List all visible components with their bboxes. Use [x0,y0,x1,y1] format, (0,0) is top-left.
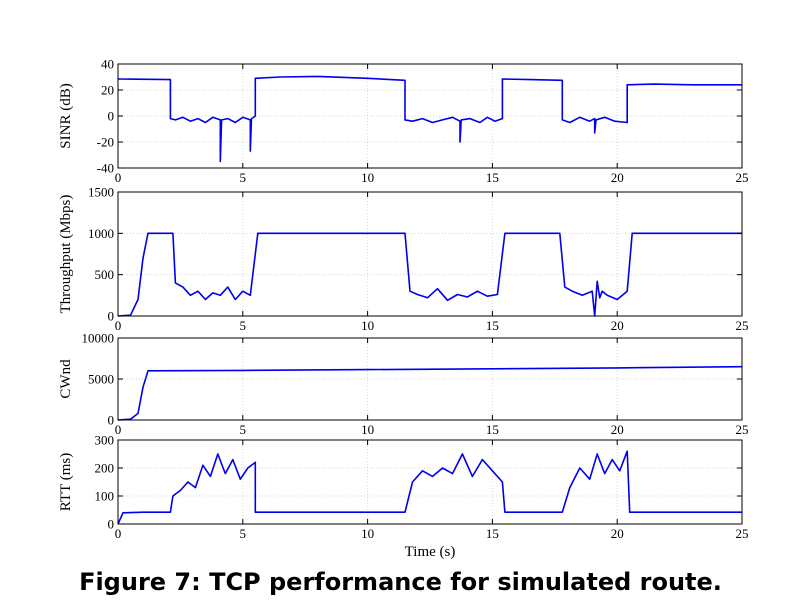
panel-3-x-tick-label-25: 25 [736,422,749,437]
panel-1-series-line-1 [117,75,742,163]
panel-4-y-axis-label: RTT (ms) [58,453,74,511]
panel-1-x-tick-label-15: 15 [486,170,499,185]
panel-3-y-tick-label-0: 0 [108,413,115,428]
panel-4-x-tick-label-10: 10 [361,526,374,541]
panel-4-x-tick-label-5: 5 [240,526,247,541]
panel-4-axes-frame [117,439,743,525]
panel-1-x-tick-label-0: 0 [115,170,122,185]
panel-2-background [118,192,742,316]
panel-1-x-tick-label-10: 10 [361,170,374,185]
panel-3-x-tick-label-5: 5 [240,422,247,437]
panel-1-y-tick-label--20: -20 [97,135,114,150]
panel-4-x-tick-label-25: 25 [736,526,749,541]
panel-2-axes-frame [117,191,743,317]
panel-1-y-axis-label: SINR (dB) [58,83,74,148]
panel-2-x-tick-label-20: 20 [611,318,624,333]
panel-2-series-line-1 [117,232,742,317]
panel-1-x-tick-label-25: 25 [736,170,749,185]
panel-2-x-tick-label-10: 10 [361,318,374,333]
panel-2-x-tick-label-0: 0 [115,318,122,333]
panel-4-x-tick-label-0: 0 [115,526,122,541]
panel-4-background [118,440,742,524]
panel-3-x-tick-label-10: 10 [361,422,374,437]
panel-3-series-line-1 [117,365,743,421]
figure: 0 5 10 15 20 25 -40 -20 0 20 40 SINR (dB) 0 5 10 15 20 25… [58,57,749,561]
figure-caption: Figure 7: TCP performance for simulated … [79,568,722,596]
panel-2-y-tick-label-0: 0 [108,309,115,324]
panel-1-y-tick-label-40: 40 [101,57,114,72]
panel-3-y-tick-label-10000: 10000 [82,331,115,346]
panel-4-x-axis-label: Time (s) [405,544,456,560]
panel-3-y-axis-label: CWnd [58,359,74,399]
panel-2-x-tick-label-25: 25 [736,318,749,333]
panel-1-y-tick-label-20: 20 [101,83,114,98]
panel-1-y-tick-label-0: 0 [108,109,115,124]
panel-4-series-line-1 [117,450,742,525]
panel-1-y-tick-label--40: -40 [97,161,114,176]
panel-4-y-tick-label-100: 100 [95,489,115,504]
panel-4-x-tick-label-20: 20 [611,526,624,541]
panel-2-x-tick-label-5: 5 [240,318,247,333]
panel-2-y-tick-label-500: 500 [95,267,115,282]
panel-3-y-tick-label-5000: 5000 [88,372,114,387]
panel-3-x-tick-label-0: 0 [115,422,122,437]
panel-4-y-tick-label-0: 0 [108,517,115,532]
panel-2-y-axis-label: Throughput (Mbps) [58,195,74,314]
panel-2-y-tick-label-1000: 1000 [88,226,114,241]
panel-4-y-tick-label-200: 200 [95,461,115,476]
panel-2-x-tick-label-15: 15 [486,318,499,333]
panel-2-y-tick-label-1500: 1500 [88,185,114,200]
panel-1-x-tick-label-5: 5 [240,170,247,185]
panel-4-x-tick-label-15: 15 [486,526,499,541]
panel-1-x-tick-label-20: 20 [611,170,624,185]
panel-4-y-tick-label-300: 300 [95,433,115,448]
panel-3-x-tick-label-20: 20 [611,422,624,437]
panel-3-x-tick-label-15: 15 [486,422,499,437]
